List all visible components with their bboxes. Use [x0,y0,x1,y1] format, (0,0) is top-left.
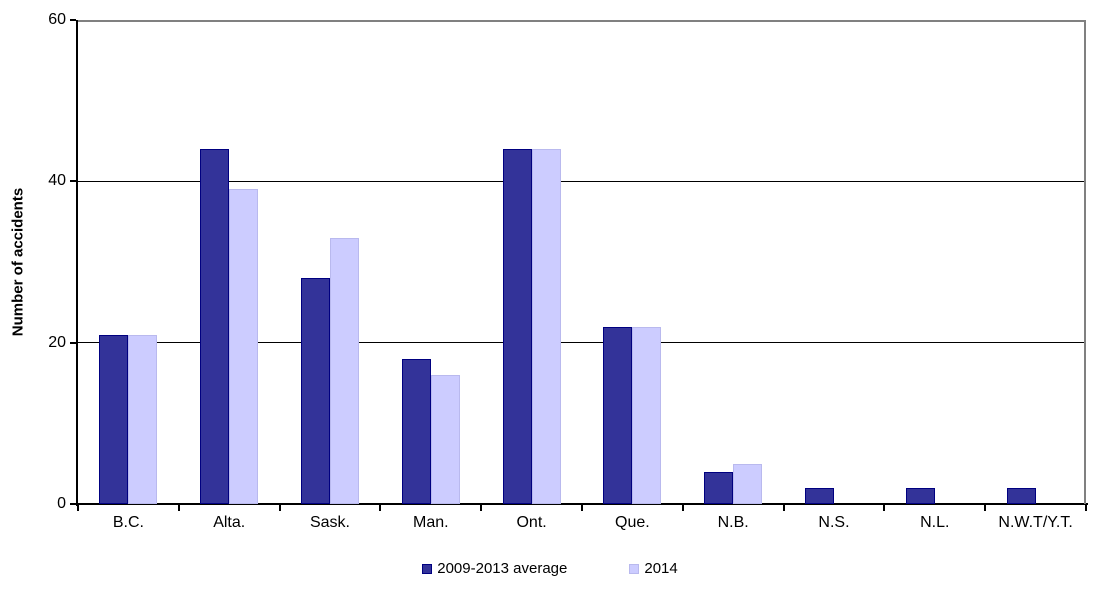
y-tick-label-20: 20 [48,333,66,351]
x-tick-8 [883,505,886,511]
x-tick-9 [984,505,987,511]
x-tick-label-que: Que. [615,514,650,531]
x-tick-7 [782,505,785,511]
legend-label: 2009-2013 average [437,560,568,577]
legend-swatch-icon [422,563,433,574]
bar-que-series-1 [632,327,662,504]
x-tick-4 [480,505,483,511]
x-tick-label-nl: N.L. [920,514,950,531]
legend-swatch-icon [629,563,640,574]
legend-label: 2014 [644,560,678,577]
x-tick-1 [177,505,180,511]
y-axis-line [76,20,78,506]
x-tick-label-ont: Ont. [516,514,547,531]
x-tick-label-nb: N.B. [717,514,749,531]
bar-que-series-0 [603,327,633,504]
bar-nl-series-0 [905,488,935,504]
bar-man-series-0 [401,359,431,504]
x-tick-label-bc: B.C. [112,514,144,531]
legend-item-1: 2014 [629,560,678,577]
bar-sask-series-0 [301,278,330,504]
bar-bc-series-1 [128,335,158,504]
legend: 2009-2013 average 2014 [0,560,1100,577]
bar-ont-series-0 [502,149,532,504]
plot-area [78,20,1086,504]
x-tick-3 [379,505,382,511]
x-tick-6 [681,505,684,511]
y-tick-20 [70,341,76,344]
bar-bc-series-0 [99,335,129,504]
y-tick-40 [70,180,76,183]
y-tick-label-40: 40 [48,172,66,190]
bar-ns-series-0 [805,488,834,504]
y-tick-60 [70,19,76,21]
y-axis-title: Number of accidents [9,187,27,337]
x-tick-2 [278,505,281,511]
x-tick-10 [1085,505,1087,511]
bar-nwtyt-series-0 [1006,488,1036,504]
bar-nb-series-0 [704,472,734,504]
x-tick-0 [77,505,79,511]
y-tick-label-60: 60 [48,11,66,28]
bar-nb-series-1 [733,464,763,504]
x-tick-label-man: Man. [413,514,449,531]
y-tick-0 [70,503,76,505]
y-tick-label-0: 0 [57,495,66,512]
legend-item-0: 2009-2013 average [422,560,567,577]
bar-man-series-1 [430,375,460,504]
x-axis-line [76,503,1088,505]
gridline-20 [78,342,1084,344]
bar-sask-series-1 [330,238,359,504]
gridline-40 [78,180,1084,182]
x-tick-label-ns: N.S. [818,514,850,531]
x-tick-label-alta: Alta. [213,514,246,531]
bar-ont-series-1 [531,149,561,504]
bar-alta-series-1 [229,189,259,504]
x-tick-5 [581,505,583,511]
x-tick-label-nwtyt: N.W.T/Y.T. [998,514,1073,531]
x-tick-label-sask: Sask. [309,514,350,531]
bar-alta-series-0 [200,149,230,504]
